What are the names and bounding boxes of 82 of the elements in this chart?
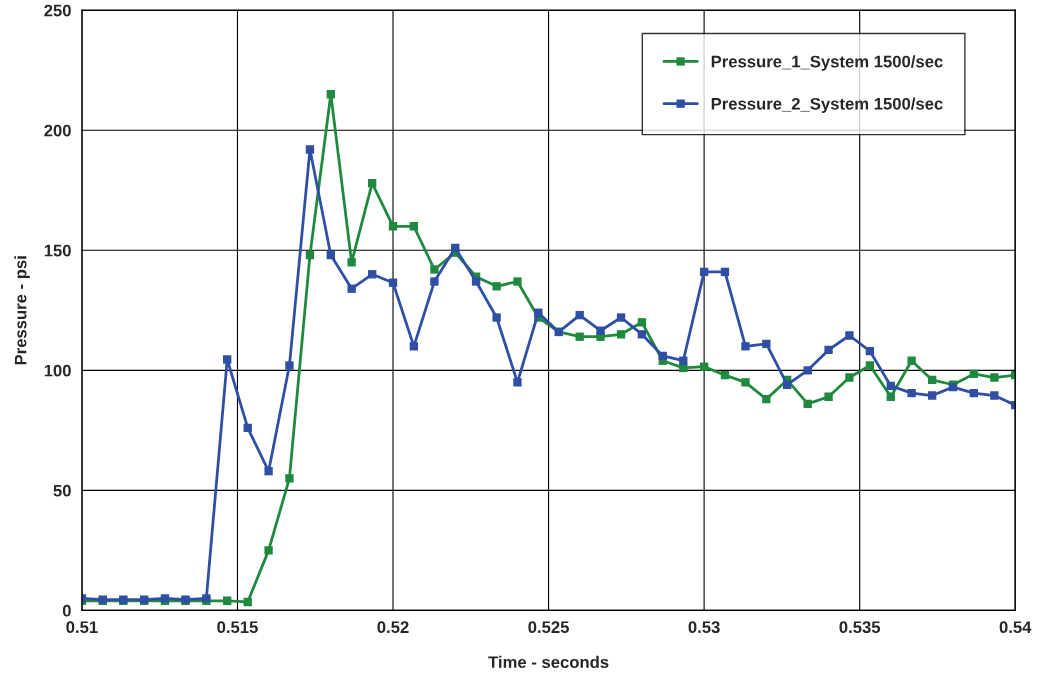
point [658,351,667,361]
point [368,178,377,188]
point [264,546,273,555]
point [741,342,750,351]
point [679,356,688,365]
point [409,222,419,231]
point [368,270,377,279]
point [223,596,232,605]
point [969,388,979,398]
point [720,370,730,380]
y-tick-label: 250 [44,4,71,17]
point [907,388,916,398]
point [513,378,522,387]
legend-label: Pressure_2_System 1500/sec [711,97,943,113]
point [990,373,999,382]
point [575,332,584,341]
point [430,265,439,274]
point [741,378,750,387]
point [699,267,709,277]
point [927,375,937,385]
point [720,267,730,277]
point [845,331,854,340]
point [409,342,419,351]
point [824,392,833,401]
point [865,346,875,356]
point [492,313,501,322]
point [803,399,812,409]
point [824,345,833,355]
y-tick-label: 100 [44,364,71,377]
y-tick-label: 150 [44,244,71,257]
x-tick-label: 0.525 [528,621,569,634]
point [762,339,771,349]
point [762,394,771,404]
point [969,369,979,379]
point [264,466,273,476]
point [596,326,605,335]
point [865,361,875,370]
point [388,222,398,231]
point [616,313,626,322]
point [430,277,439,286]
y-tick-label: 200 [44,124,71,137]
point [285,361,294,370]
point [803,366,812,375]
point [471,277,481,286]
point [886,392,895,401]
point [243,423,252,433]
y-axis-title: Pressure - psi [14,256,30,365]
point [886,381,895,391]
point [388,278,398,287]
point [305,250,315,260]
point [637,330,647,339]
point [907,356,916,365]
point [326,90,335,99]
point [845,373,854,382]
point [927,391,937,400]
point [699,362,709,371]
x-tick-label: 0.53 [688,621,720,634]
x-tick-label: 0.52 [377,621,409,634]
point [223,355,232,364]
point [990,391,999,400]
point [305,145,315,154]
point [347,258,356,267]
point [575,310,584,320]
point [243,597,252,607]
point [513,277,522,286]
point [492,282,501,291]
point [285,474,294,483]
x-tick-label: 0.515 [217,621,258,634]
point [637,318,647,327]
point [783,380,792,389]
x-tick-label: 0.51 [66,621,98,634]
point [347,284,356,293]
x-axis-title: Time - seconds [488,655,609,669]
y-tick-label: 0 [62,604,71,617]
point [534,308,543,317]
legend-label: Pressure_1_System 1500/sec [711,55,943,71]
point [616,330,626,339]
y-tick-label: 50 [53,484,71,497]
point [326,250,335,260]
x-tick-label: 0.535 [839,621,881,634]
x-tick-label: 0.54 [999,621,1032,634]
point [451,243,460,253]
